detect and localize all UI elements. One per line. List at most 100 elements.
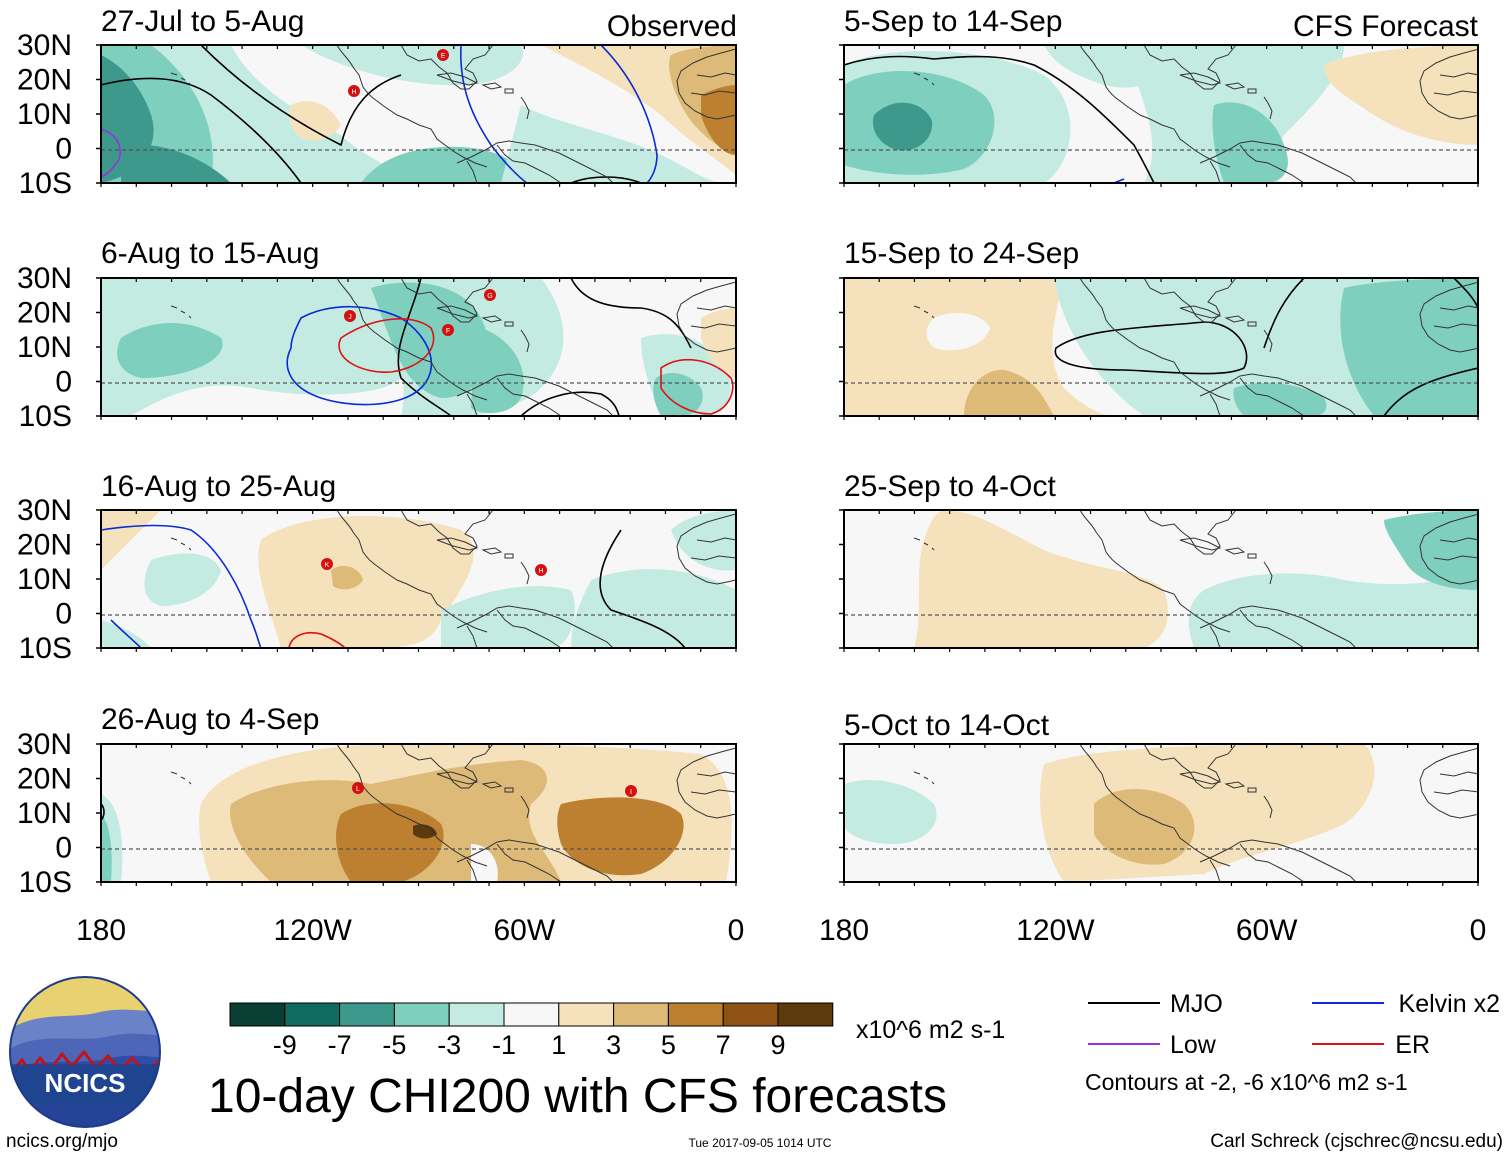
panel-title: 16-Aug to 25-Aug: [101, 470, 336, 503]
svg-text:K: K: [325, 562, 330, 569]
svg-text:I: I: [630, 789, 632, 796]
colorbar-swatch: [722, 1002, 779, 1027]
storm-marker: G: [484, 289, 496, 301]
logo-text: NCICS: [45, 1068, 126, 1098]
legend-label: Low: [1170, 1031, 1217, 1059]
ncics-logo: NCICS: [9, 976, 161, 1128]
y-tick-label: 0: [55, 366, 72, 399]
panel-title: 15-Sep to 24-Sep: [844, 237, 1079, 270]
storm-marker: I: [625, 785, 637, 797]
panel-forecast-3: 25-Sep to 4-Oct: [843, 470, 1479, 649]
y-tick-label: 30N: [17, 728, 72, 761]
panel-forecast-2: 15-Sep to 24-Sep: [843, 237, 1479, 417]
y-tick-label: 10N: [17, 98, 72, 131]
column-label-observed: Observed: [607, 10, 737, 43]
colorbar-swatch: [558, 1002, 615, 1027]
colorbar-tick-label: -1: [492, 1030, 516, 1060]
y-tick-label: 0: [55, 133, 72, 166]
y-tick-label: 10N: [17, 563, 72, 596]
figure-title: 10-day CHI200 with CFS forecasts: [208, 1070, 947, 1123]
legend-label: ER: [1395, 1031, 1430, 1059]
footer-left: ncics.org/mjo: [6, 1131, 118, 1152]
y-tick-label: 10S: [19, 632, 72, 665]
footer-right: Carl Schreck (cjschrec@ncsu.edu): [1210, 1131, 1503, 1152]
y-tick-label: 0: [55, 832, 72, 865]
footer-center: Tue 2017-09-05 1014 UTC: [689, 1136, 832, 1150]
colorbar-swatch: [667, 1002, 724, 1027]
storm-marker: K: [321, 558, 333, 570]
panel-title: 26-Aug to 4-Sep: [101, 703, 319, 736]
colorbar-swatch: [503, 1002, 560, 1027]
panel-title: 27-Jul to 5-Aug: [101, 5, 304, 38]
panel-title: 25-Sep to 4-Oct: [844, 470, 1056, 503]
panel-title: 6-Aug to 15-Aug: [101, 237, 319, 270]
storm-marker: J: [344, 310, 356, 322]
y-tick-label: 30N: [17, 262, 72, 295]
colorbar-swatch: [448, 1002, 505, 1027]
svg-text:L: L: [356, 786, 360, 793]
x-tick-label: 120W: [1016, 914, 1095, 947]
y-tick-label: 10N: [17, 797, 72, 830]
y-tick-label: 30N: [17, 494, 72, 527]
svg-text:G: G: [487, 293, 492, 300]
legend-label: MJO: [1170, 990, 1223, 1018]
panel-observed-2: 6-Aug to 15-Aug: [100, 237, 737, 417]
y-tick-label: 10S: [19, 167, 72, 200]
panel-forecast-1: 5-Sep to 14-Sep CFS Forecast: [843, 5, 1479, 184]
y-tick-label: 20N: [17, 297, 72, 330]
x-tick-label: 180: [76, 914, 126, 947]
storm-marker: L: [352, 782, 364, 794]
colorbar-units: x10^6 m2 s-1: [856, 1016, 1005, 1044]
panel-observed-3: 16-Aug to 25-Aug K: [100, 470, 737, 649]
colorbar-swatch: [613, 1002, 669, 1027]
storm-marker: E: [437, 49, 449, 61]
y-tick-label: 20N: [17, 529, 72, 562]
svg-text:H: H: [538, 568, 543, 575]
panel-title: 5-Sep to 14-Sep: [844, 5, 1062, 38]
colorbar-tick-label: 1: [551, 1030, 566, 1060]
x-tick-label: 0: [1470, 914, 1487, 947]
storm-marker: H: [348, 85, 360, 97]
y-tick-label: 20N: [17, 64, 72, 97]
colorbar-tick-label: -5: [382, 1030, 406, 1060]
x-tick-label: 60W: [1236, 914, 1298, 947]
colorbar-tick-label: 7: [716, 1030, 731, 1060]
svg-text:F: F: [446, 328, 450, 335]
colorbar-swatch: [393, 1002, 450, 1027]
colorbar-tick-label: -9: [273, 1030, 297, 1060]
y-tick-label: 20N: [17, 763, 72, 796]
storm-marker: H: [535, 564, 547, 576]
colorbar-tick-label: -7: [328, 1030, 352, 1060]
legend-label: Kelvin x2: [1399, 990, 1500, 1018]
colorbar: -9 -7 -5 -3 -1 1 3 5 7 9: [229, 1002, 834, 1060]
y-tick-label: 10S: [19, 400, 72, 433]
svg-text:J: J: [348, 314, 352, 321]
panel-observed-1: 27-Jul to 5-Aug Observed: [100, 5, 737, 184]
svg-text:H: H: [351, 89, 356, 96]
column-label-forecast: CFS Forecast: [1293, 10, 1479, 43]
colorbar-swatch: [284, 1002, 341, 1027]
x-tick-label: 0: [728, 914, 745, 947]
y-tick-label: 30N: [17, 29, 72, 62]
y-tick-label: 0: [55, 598, 72, 631]
colorbar-swatch: [339, 1002, 395, 1027]
x-tick-label: 180: [819, 914, 869, 947]
svg-text:E: E: [441, 53, 446, 60]
panel-forecast-4: 5-Oct to 14-Oct: [843, 709, 1479, 883]
colorbar-swatch: [229, 1002, 286, 1027]
y-tick-label: 10S: [19, 866, 72, 899]
panel-title: 5-Oct to 14-Oct: [844, 709, 1050, 742]
colorbar-tick-label: 9: [770, 1030, 785, 1060]
contour-note: Contours at -2, -6 x10^6 m2 s-1: [1085, 1069, 1408, 1095]
colorbar-tick-label: -3: [437, 1030, 461, 1060]
axes: 30N20N10N010S30N20N10N010S30N20N10N010S3…: [17, 29, 1486, 947]
x-tick-label: 120W: [273, 914, 352, 947]
legend: MJO Kelvin x2 Low ER: [1088, 990, 1500, 1059]
colorbar-swatch: [777, 1002, 834, 1027]
panel-observed-4: 26-Aug to 4-Sep L I: [100, 703, 737, 883]
x-tick-label: 60W: [493, 914, 555, 947]
y-tick-label: 10N: [17, 331, 72, 364]
storm-marker: F: [442, 324, 454, 336]
colorbar-tick-label: 5: [661, 1030, 676, 1060]
